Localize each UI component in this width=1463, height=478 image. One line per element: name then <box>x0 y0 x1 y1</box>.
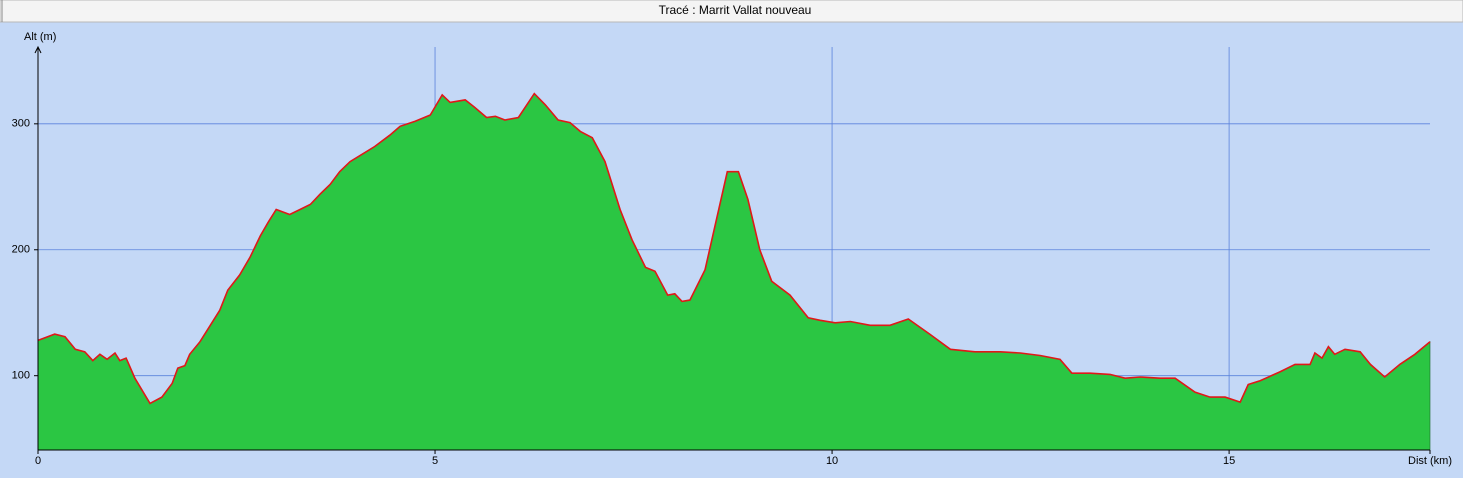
y-tick-label: 300 <box>12 118 30 130</box>
x-tick-label: 0 <box>35 455 41 467</box>
y-axis-arrow <box>34 45 42 54</box>
y-tick-label: 200 <box>12 244 30 256</box>
y-axis-label: Alt (m) <box>24 31 56 43</box>
x-tick-label: 15 <box>1223 455 1235 467</box>
title-bar <box>0 0 1463 23</box>
chart-title: Tracé : Marrit Vallat nouveau <box>659 3 812 17</box>
y-tick-label: 100 <box>12 370 30 382</box>
track-line <box>37 92 1431 405</box>
x-tick-label: 10 <box>826 455 838 467</box>
x-tick-label: 5 <box>432 455 438 467</box>
x-axis-label: Dist (km) <box>1408 455 1452 467</box>
